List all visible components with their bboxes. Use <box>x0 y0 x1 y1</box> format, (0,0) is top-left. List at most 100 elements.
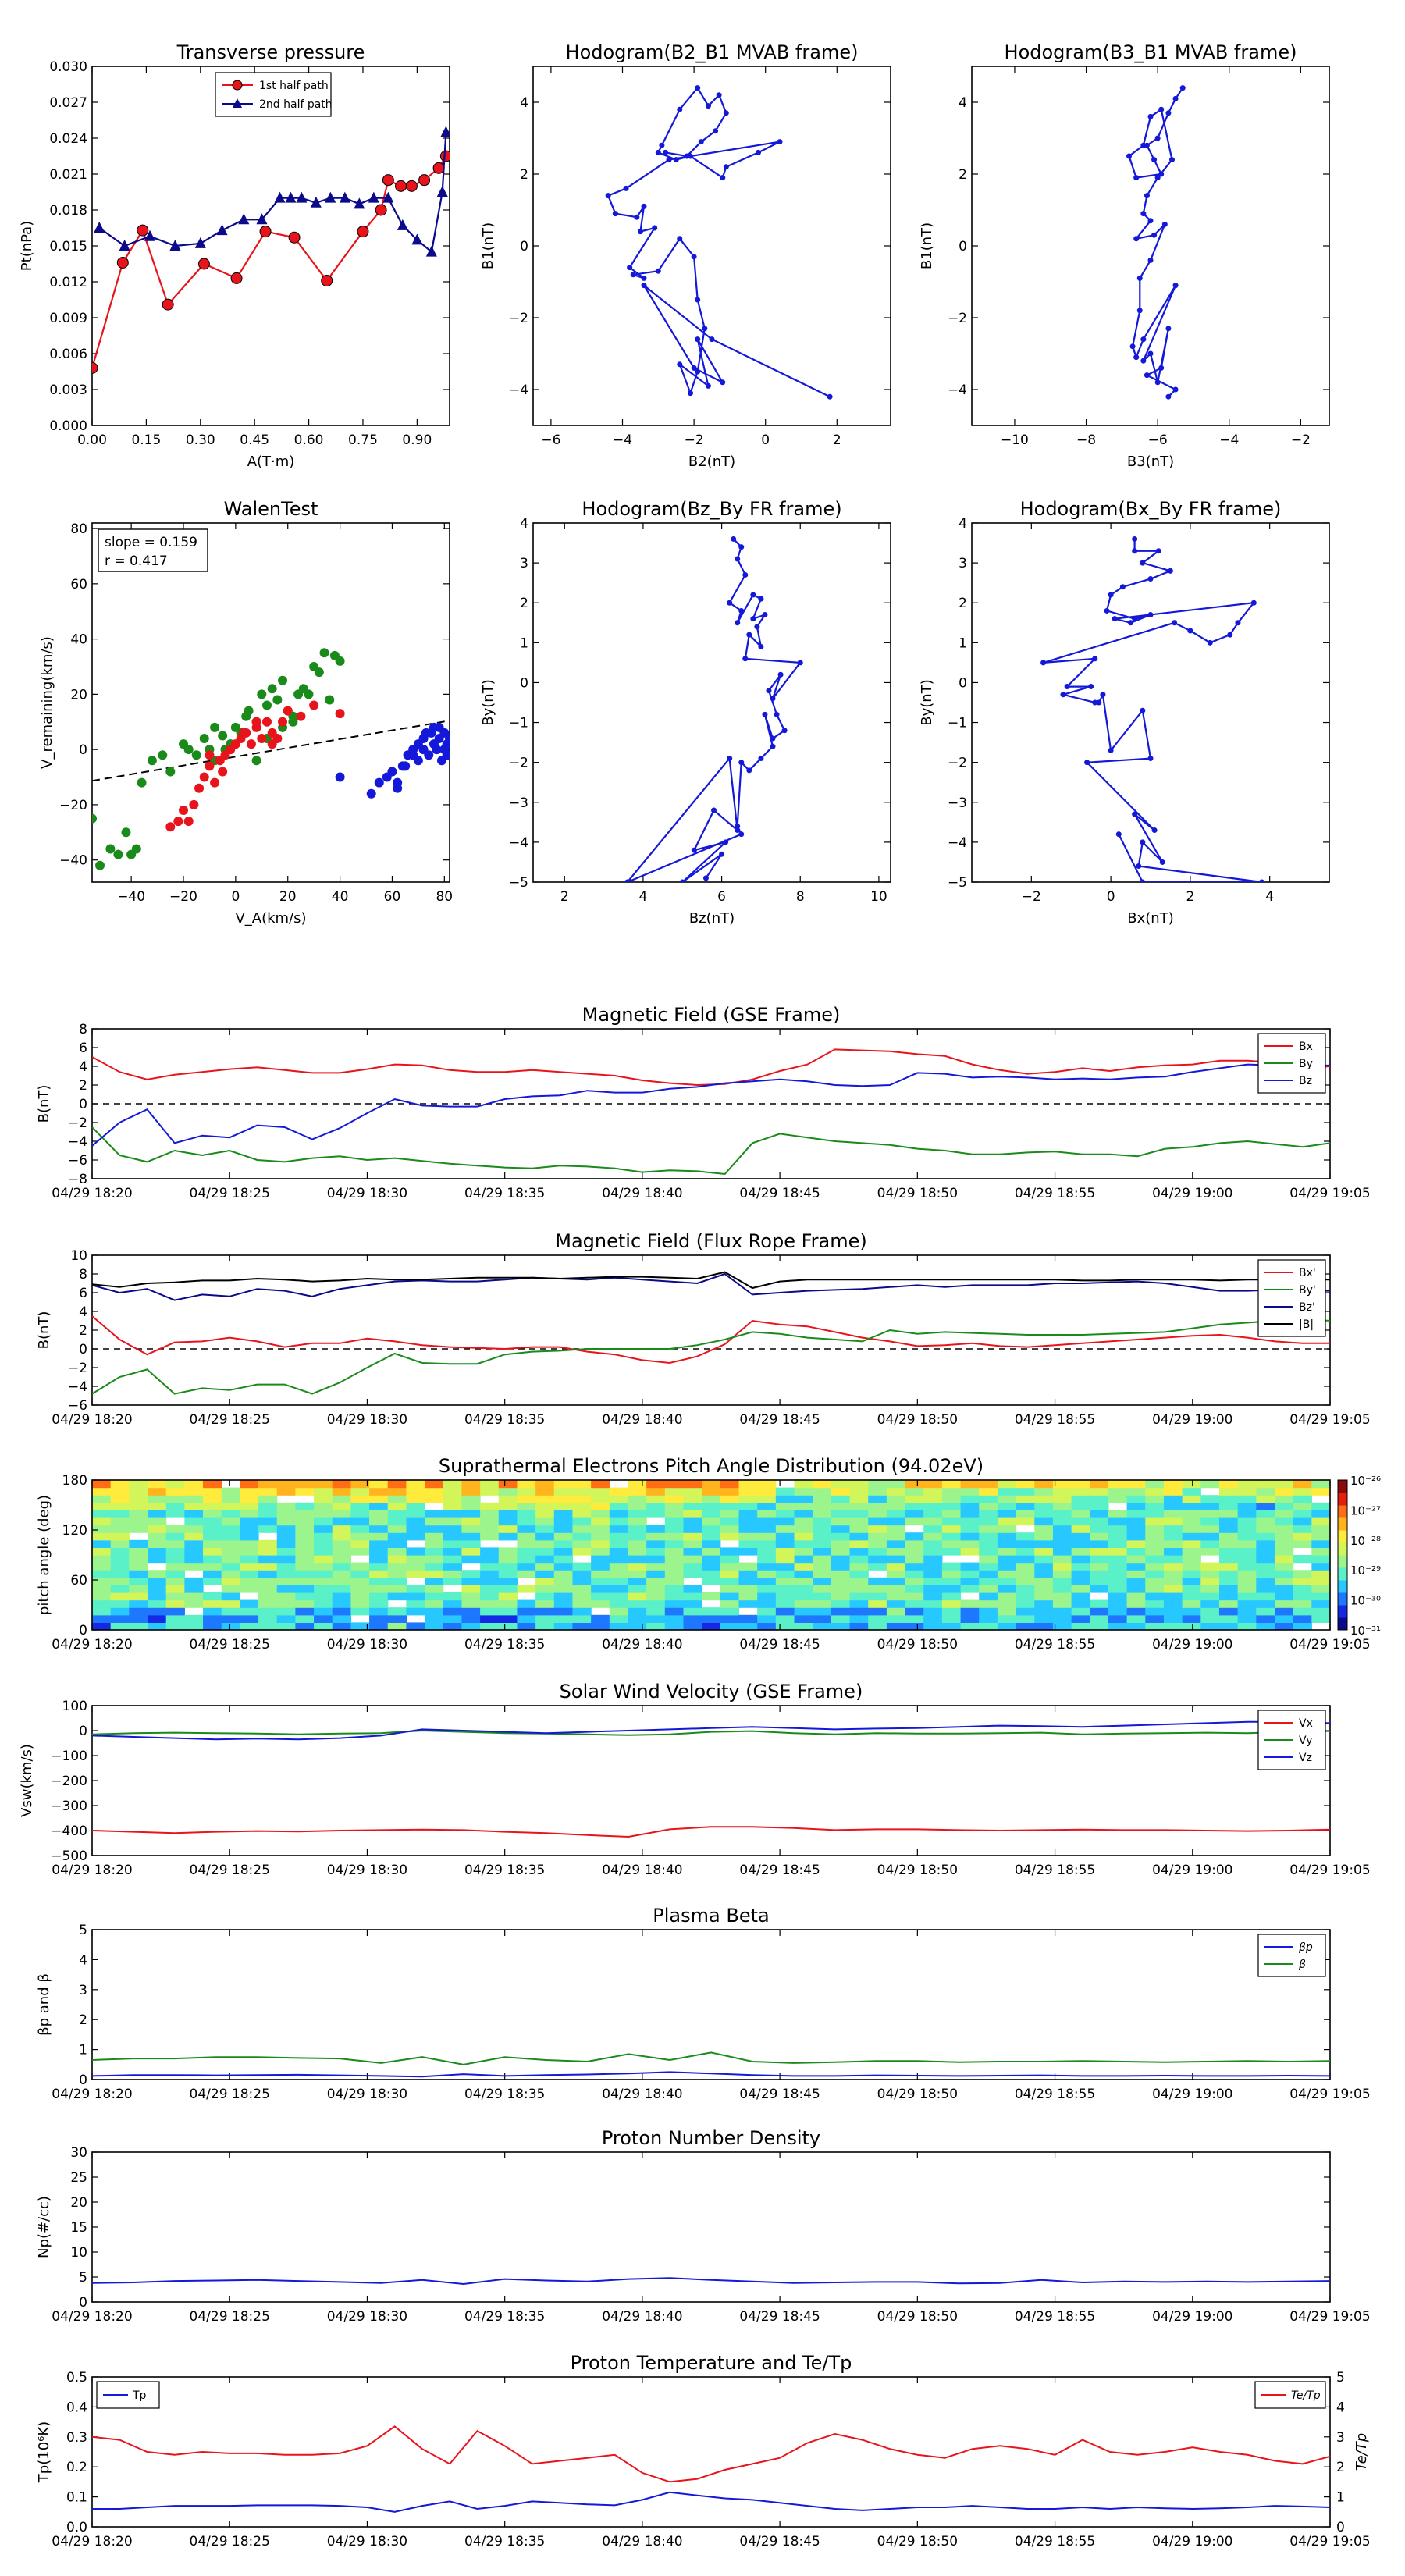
heatmap-cell <box>148 1495 167 1503</box>
heatmap-cell <box>276 1487 296 1496</box>
scatter-point <box>314 667 324 678</box>
heatmap-cell <box>553 1502 574 1510</box>
heatmap-cell <box>831 1495 851 1503</box>
heatmap-cell <box>1200 1577 1220 1585</box>
heatmap-cell <box>498 1525 518 1533</box>
heatmap-cell <box>1016 1510 1035 1518</box>
heatmap-cell <box>203 1577 222 1585</box>
heatmap-cell <box>498 1607 518 1616</box>
heatmap-cell <box>221 1487 240 1496</box>
heatmap-cell <box>664 1592 685 1601</box>
heatmap-cell <box>129 1562 148 1571</box>
heatmap-cell <box>868 1532 887 1541</box>
heatmap-cell <box>517 1525 536 1533</box>
heatmap-cell <box>1163 1585 1183 1593</box>
heatmap-cell <box>553 1480 574 1489</box>
heatmap-cell <box>628 1539 647 1548</box>
heatmap-cell <box>425 1539 444 1548</box>
heatmap-cell <box>979 1480 998 1489</box>
data-point <box>339 191 350 203</box>
heatmap-cell <box>1163 1577 1183 1585</box>
heatmap-cell <box>276 1510 296 1518</box>
heatmap-cell <box>831 1562 851 1571</box>
heatmap-cell <box>979 1555 998 1564</box>
heatmap-cell <box>1311 1585 1330 1593</box>
heatmap-cell <box>849 1577 869 1585</box>
heatmap-cell <box>553 1622 574 1630</box>
scatter-point <box>113 849 123 859</box>
heatmap-cell <box>1256 1562 1275 1571</box>
heatmap-cell <box>443 1555 463 1564</box>
heatmap-cell <box>979 1517 998 1526</box>
heatmap-cell <box>923 1532 943 1541</box>
heatmap-cell <box>664 1495 685 1503</box>
heatmap-cell <box>369 1570 389 1578</box>
data-point <box>758 596 764 602</box>
heatmap-cell <box>757 1480 777 1489</box>
heatmap-cell <box>1071 1487 1090 1496</box>
y-tick-label: 10 <box>70 2245 87 2261</box>
colorbar-swatch <box>1338 1580 1347 1593</box>
heatmap-cell <box>609 1585 629 1593</box>
heatmap-cell <box>1090 1614 1109 1623</box>
data-point <box>1088 684 1094 690</box>
heatmap-cell <box>110 1592 130 1601</box>
heatmap-cell <box>923 1614 943 1623</box>
heatmap-cell <box>628 1592 647 1601</box>
data-point <box>677 106 683 112</box>
heatmap-cell <box>628 1570 647 1578</box>
heatmap-cell <box>702 1555 721 1564</box>
heatmap-cell <box>1145 1599 1165 1608</box>
data-point <box>1140 560 1146 566</box>
heatmap-cell <box>314 1487 333 1496</box>
heatmap-cell <box>276 1614 296 1623</box>
heatmap-cell <box>1071 1592 1090 1601</box>
heatmap-cell <box>1016 1599 1035 1608</box>
heatmap-cell <box>628 1495 647 1503</box>
x-tick-label: 40 <box>332 889 349 905</box>
heatmap-cell <box>923 1502 943 1510</box>
heatmap-cell <box>165 1532 185 1541</box>
heatmap-cell <box>110 1487 130 1496</box>
heatmap-cell <box>184 1502 204 1510</box>
data-point <box>627 265 633 271</box>
heatmap-cell <box>1126 1487 1146 1496</box>
y-tick-label: 3 <box>79 1983 87 1998</box>
series-line <box>92 1126 1330 1176</box>
data-point <box>1250 600 1257 606</box>
heatmap-cell <box>387 1510 407 1518</box>
data-point <box>754 624 760 630</box>
heatmap-cell <box>628 1599 647 1608</box>
series-line <box>606 86 831 398</box>
heatmap-cell <box>1126 1480 1146 1489</box>
heatmap-cell <box>1182 1577 1201 1585</box>
heatmap-cell <box>369 1577 389 1585</box>
heatmap-cell <box>1200 1502 1220 1510</box>
y-tick-label: 30 <box>70 2145 87 2161</box>
heatmap-cell <box>92 1510 112 1518</box>
heatmap-cell <box>628 1517 647 1526</box>
x-tick-label: −4 <box>613 432 632 448</box>
heatmap-cell <box>683 1614 702 1623</box>
data-point <box>735 556 741 562</box>
chart-bfr: Magnetic Field (Flux Rope Frame)−6−4−202… <box>36 1230 1371 1428</box>
heatmap-cell <box>849 1480 869 1489</box>
heatmap-cell <box>868 1585 887 1593</box>
data-point <box>735 620 741 626</box>
heatmap-cell <box>646 1577 666 1585</box>
heatmap-cell <box>886 1525 906 1533</box>
heatmap-cell <box>960 1502 980 1510</box>
heatmap-cell <box>683 1532 702 1541</box>
heatmap-cell <box>813 1532 832 1541</box>
heatmap-cell <box>979 1585 998 1593</box>
heatmap-cell <box>1052 1532 1072 1541</box>
heatmap-cell <box>664 1577 685 1585</box>
heatmap-cell <box>443 1607 463 1616</box>
data-point <box>1168 157 1175 163</box>
heatmap-cell <box>960 1517 980 1526</box>
data-point <box>652 225 658 231</box>
heatmap-cell <box>849 1570 869 1578</box>
heatmap-cell <box>184 1517 204 1526</box>
heatmap-cell <box>332 1599 352 1608</box>
data-point <box>641 275 647 281</box>
